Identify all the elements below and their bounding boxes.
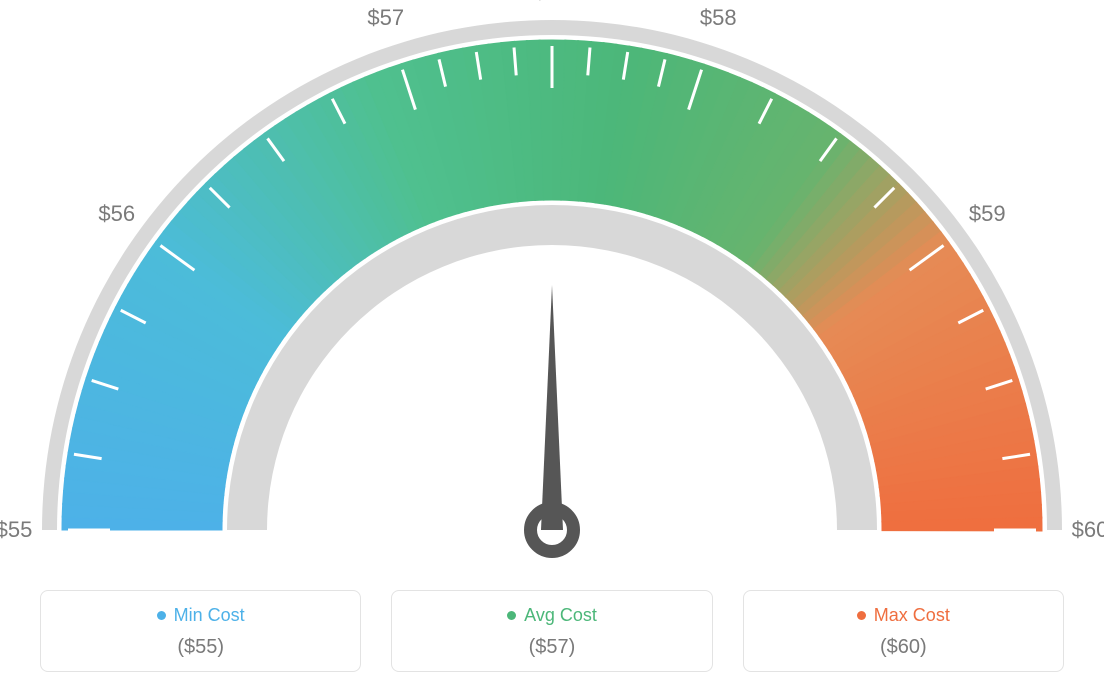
legend-card-min: Min Cost ($55): [40, 590, 361, 672]
legend-value-avg: ($57): [402, 636, 701, 659]
legend-card-avg: Avg Cost ($57): [391, 590, 712, 672]
legend-label-min: Min Cost: [174, 605, 245, 626]
legend-dot-min: [157, 611, 166, 620]
legend-dot-max: [857, 611, 866, 620]
legend-card-max: Max Cost ($60): [743, 590, 1064, 672]
legend-title-max: Max Cost: [857, 605, 950, 626]
gauge-tick-label: $56: [98, 201, 135, 227]
gauge-tick-label: $57: [534, 0, 571, 5]
gauge-tick-label: $57: [367, 5, 404, 31]
legend-dot-avg: [507, 611, 516, 620]
legend-title-min: Min Cost: [157, 605, 245, 626]
legend-label-avg: Avg Cost: [524, 605, 597, 626]
gauge-tick-label: $55: [0, 517, 32, 543]
legend-label-max: Max Cost: [874, 605, 950, 626]
gauge-tick-label: $60: [1072, 517, 1104, 543]
legend-value-max: ($60): [754, 636, 1053, 659]
legend-title-avg: Avg Cost: [507, 605, 597, 626]
gauge-tick-label: $59: [969, 201, 1006, 227]
chart-container: $55 $56 $57 $57 $58 $59 $60 Min Cost ($55) Avg…: [0, 0, 1104, 690]
legend-value-min: ($55): [51, 636, 350, 659]
gauge-chart: $55 $56 $57 $57 $58 $59 $60: [0, 0, 1104, 570]
gauge-tick-label: $58: [700, 5, 737, 31]
legend-row: Min Cost ($55) Avg Cost ($57) Max Cost (…: [40, 590, 1064, 672]
